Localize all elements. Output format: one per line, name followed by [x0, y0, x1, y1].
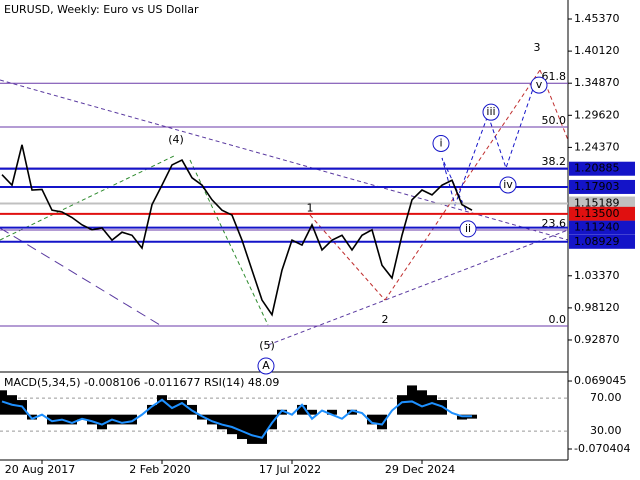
- level-box: [569, 220, 635, 235]
- x-tick-label: 29 Dec 2024: [385, 463, 455, 476]
- level-label: 1.13500: [574, 207, 620, 220]
- fib-label: 61.8: [542, 70, 567, 83]
- fib-label: 38.2: [542, 155, 567, 168]
- price-line: [1, 144, 473, 317]
- macd-bar: [237, 414, 247, 440]
- macd-bar: [397, 395, 407, 415]
- macd-bar: [227, 414, 237, 435]
- macd-bar: [77, 414, 87, 420]
- wave-label: A: [262, 359, 270, 372]
- wave-label: iv: [503, 178, 513, 191]
- macd-bar: [67, 414, 77, 425]
- y-tick-label: 1.03370: [574, 269, 620, 282]
- macd-bar: [47, 414, 57, 425]
- wave-label: v: [536, 78, 543, 91]
- level-box: [569, 206, 635, 221]
- trend-line: [267, 229, 569, 346]
- fib-label: 0.0: [549, 313, 567, 326]
- macd-bar: [297, 404, 307, 415]
- chart-title: EURUSD, Weekly: Euro vs US Dollar: [4, 3, 199, 16]
- y-tick-label: 0.92870: [574, 333, 620, 346]
- rsi-tick-label: 30.00: [590, 424, 622, 437]
- wave-circle: [530, 76, 548, 94]
- y-tick-label: 0.98120: [574, 301, 620, 314]
- macd-bar: [87, 414, 97, 425]
- level-box: [569, 234, 635, 249]
- wave-label: 2: [382, 313, 389, 326]
- wave-circle: [482, 103, 500, 121]
- macd-bar: [347, 409, 357, 415]
- wave-label: 3: [534, 41, 541, 54]
- macd-bar: [97, 414, 107, 430]
- level-label: 1.08929: [574, 235, 620, 248]
- level-box: [569, 179, 635, 194]
- wave-circle: [257, 357, 275, 375]
- wave-line: [441, 79, 537, 211]
- macd-tick-label: 0.069045: [574, 374, 627, 387]
- macd-tick-label: -0.070404: [574, 442, 630, 455]
- indicator-title: MACD(5,34,5) -0.008106 -0.011677 RSI(14)…: [4, 376, 279, 389]
- macd-bar: [417, 390, 427, 415]
- wave-label: iii: [486, 105, 495, 118]
- macd-bar: [117, 414, 127, 425]
- rsi-tick-label: 70.00: [590, 391, 622, 404]
- y-tick-label: 1.24370: [574, 140, 620, 153]
- wave-label: (4): [168, 133, 184, 146]
- level-label: 1.11240: [574, 221, 620, 234]
- macd-bar: [407, 385, 417, 415]
- wave-line: [539, 69, 569, 141]
- level-label: 1.20885: [574, 162, 620, 175]
- x-tick-label: 2 Feb 2020: [129, 463, 190, 476]
- macd-bar: [177, 400, 187, 415]
- y-tick-label: 1.40120: [574, 44, 620, 57]
- wave-circle: [499, 176, 517, 194]
- level-box: [569, 161, 635, 176]
- wave-label: (5): [259, 339, 275, 352]
- rsi-line: [1, 398, 473, 439]
- wave-circle: [459, 220, 477, 238]
- wave-label: ii: [465, 222, 471, 235]
- macd-bar: [147, 404, 157, 415]
- macd-bar: [247, 414, 257, 444]
- macd-bar: [427, 395, 437, 415]
- wave-label: i: [439, 136, 442, 149]
- level-label: 1.15189: [574, 197, 620, 210]
- y-tick-label: 1.34870: [574, 76, 620, 89]
- macd-bar: [377, 414, 387, 430]
- macd-bar: [277, 409, 287, 415]
- x-tick-label: 20 Aug 2017: [5, 463, 75, 476]
- wave-line: [309, 214, 386, 301]
- macd-bar: [27, 414, 37, 420]
- macd-bar: [127, 414, 137, 425]
- x-tick-label: 17 Jul 2022: [259, 463, 321, 476]
- macd-bar: [257, 414, 267, 444]
- y-tick-label: 1.45370: [574, 12, 620, 25]
- macd-bar: [367, 414, 377, 425]
- wave-circle: [432, 134, 450, 152]
- level-label: 1.17903: [574, 180, 620, 193]
- y-tick-label: 1.29620: [574, 108, 620, 121]
- fib-label: 50.0: [542, 114, 567, 127]
- macd-bar: [217, 414, 227, 430]
- macd-bar: [307, 409, 317, 415]
- macd-bar: [157, 395, 167, 415]
- macd-bar: [207, 414, 217, 425]
- wave-label: 1: [307, 202, 314, 215]
- wave-line: [384, 69, 541, 301]
- macd-bar: [327, 409, 337, 415]
